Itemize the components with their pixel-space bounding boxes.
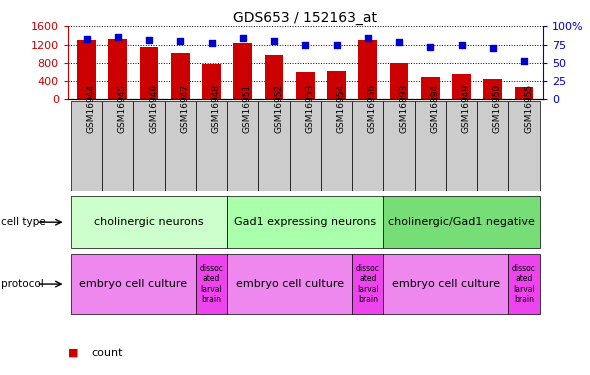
FancyBboxPatch shape [71,254,196,314]
Bar [140,47,159,99]
FancyBboxPatch shape [196,101,227,191]
Text: GSM16951: GSM16951 [243,84,252,133]
FancyBboxPatch shape [509,254,540,314]
FancyBboxPatch shape [384,254,509,314]
Point [82,36,91,42]
FancyBboxPatch shape [196,254,227,314]
Bar [109,39,127,99]
Text: GSM16948: GSM16948 [212,84,221,133]
Bar [171,53,190,99]
Point [519,58,529,64]
Text: count: count [91,348,123,357]
Bar [234,43,252,99]
Point [207,40,217,46]
Bar [327,71,346,99]
Bar [77,40,96,99]
Text: GSM16893: GSM16893 [399,84,408,133]
FancyBboxPatch shape [290,101,321,191]
Bar [452,74,471,99]
Bar [389,63,408,99]
FancyBboxPatch shape [227,254,352,314]
FancyBboxPatch shape [133,101,165,191]
Text: GSM16956: GSM16956 [368,84,377,133]
Bar [359,40,377,99]
Text: protocol: protocol [1,279,43,289]
Text: dissoc
ated
larval
brain: dissoc ated larval brain [199,264,224,304]
Bar [421,77,440,99]
FancyBboxPatch shape [258,101,290,191]
FancyBboxPatch shape [227,196,384,248]
Point [488,45,497,51]
FancyBboxPatch shape [165,101,196,191]
Point [270,38,279,44]
FancyBboxPatch shape [71,101,102,191]
FancyBboxPatch shape [384,196,540,248]
Text: embryo cell culture: embryo cell culture [80,279,188,289]
FancyBboxPatch shape [71,196,227,248]
Text: ■: ■ [68,348,78,357]
Text: embryo cell culture: embryo cell culture [392,279,500,289]
Text: GSM16952: GSM16952 [274,84,283,133]
Text: embryo cell culture: embryo cell culture [235,279,344,289]
FancyBboxPatch shape [102,101,133,191]
Bar [202,64,221,99]
FancyBboxPatch shape [477,101,509,191]
Text: GSM16949: GSM16949 [461,84,471,133]
FancyBboxPatch shape [446,101,477,191]
Text: dissoc
ated
larval
brain: dissoc ated larval brain [512,264,536,304]
Point [145,37,154,43]
Bar [483,79,502,99]
FancyBboxPatch shape [227,101,258,191]
Point [113,34,123,40]
FancyBboxPatch shape [352,101,384,191]
Text: GSM16945: GSM16945 [118,84,127,133]
FancyBboxPatch shape [321,101,352,191]
Bar [296,72,314,99]
Bar [265,56,283,99]
Text: GSM16894: GSM16894 [430,84,440,133]
Text: cholinergic neurons: cholinergic neurons [94,217,204,227]
Text: cholinergic/Gad1 negative: cholinergic/Gad1 negative [388,217,535,227]
FancyBboxPatch shape [415,101,446,191]
Text: dissoc
ated
larval
brain: dissoc ated larval brain [356,264,380,304]
Bar [514,87,533,99]
FancyBboxPatch shape [509,101,540,191]
Text: GSM16954: GSM16954 [336,84,346,133]
Text: GSM16947: GSM16947 [181,84,189,133]
Text: Gad1 expressing neurons: Gad1 expressing neurons [234,217,376,227]
Point [425,44,435,50]
Point [457,42,466,48]
Text: GSM16950: GSM16950 [493,84,502,133]
Text: GSM16946: GSM16946 [149,84,158,133]
FancyBboxPatch shape [384,101,415,191]
Text: GSM16944: GSM16944 [87,84,96,133]
Title: GDS653 / 152163_at: GDS653 / 152163_at [233,11,378,25]
FancyBboxPatch shape [352,254,384,314]
Point [332,42,341,48]
Text: cell type: cell type [1,217,45,227]
Text: GSM16953: GSM16953 [306,84,314,133]
Point [363,35,372,41]
Point [238,35,248,41]
Text: GSM16955: GSM16955 [524,84,533,133]
Point [394,39,404,45]
Point [176,38,185,44]
Point [301,42,310,48]
